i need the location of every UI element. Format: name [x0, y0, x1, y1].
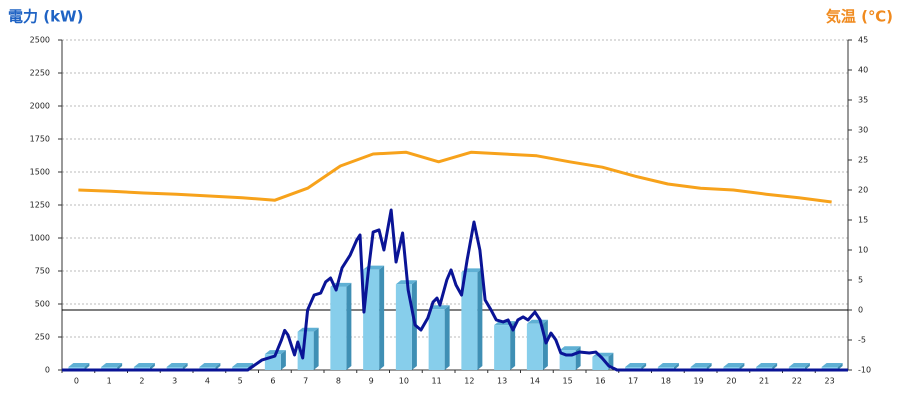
x-tick-label: 5	[238, 377, 243, 386]
x-tick-label: 10	[399, 377, 409, 386]
y2-tick-label: 40	[858, 66, 868, 75]
bar-side	[444, 305, 450, 370]
y-tick-label: 1250	[30, 201, 50, 210]
bar-top	[68, 363, 90, 367]
x-tick-label: 14	[530, 377, 540, 386]
y2-tick-label: 45	[858, 36, 868, 45]
x-tick-label: 11	[432, 377, 442, 386]
bar-top	[756, 363, 778, 367]
y2-tick-label: 10	[858, 246, 868, 255]
y2-tick-label: -5	[858, 336, 866, 345]
y-tick-label: 500	[35, 300, 50, 309]
x-tick-label: 17	[628, 377, 638, 386]
x-tick-label: 13	[497, 377, 507, 386]
y2-axis-title: 気温 (℃)	[826, 8, 893, 26]
bar-top	[526, 319, 548, 324]
x-tick-label: 3	[172, 377, 177, 386]
bar-top	[166, 363, 188, 367]
bar-top	[428, 305, 450, 310]
x-tick-label: 20	[726, 377, 736, 386]
y2-tick-label: -10	[858, 366, 871, 375]
y2-tick-label: 25	[858, 156, 868, 165]
y2-tick-label: 5	[858, 276, 863, 285]
bar-top	[723, 363, 745, 367]
x-tick-label: 1	[107, 377, 112, 386]
y2-tick-label: 35	[858, 96, 868, 105]
bar-top	[199, 363, 221, 367]
y2-tick-label: 20	[858, 186, 868, 195]
x-tick-label: 12	[464, 377, 474, 386]
x-tick-label: 22	[792, 377, 802, 386]
x-tick-label: 19	[694, 377, 704, 386]
y-tick-label: 250	[35, 333, 50, 342]
bar-top	[297, 327, 319, 332]
bar	[297, 331, 314, 370]
bar-top	[133, 363, 155, 367]
y-tick-label: 2500	[30, 36, 50, 45]
bar-side	[837, 363, 843, 370]
bar	[461, 272, 478, 370]
bar-side	[706, 363, 712, 370]
bar-side	[346, 282, 352, 370]
x-tick-label: 7	[303, 377, 308, 386]
y-tick-label: 2250	[30, 69, 50, 78]
power-line	[62, 208, 848, 372]
bar-top	[625, 363, 647, 367]
x-tick-label: 16	[595, 377, 605, 386]
y2-tick-label: 30	[858, 126, 868, 135]
bar-side	[313, 327, 319, 370]
bar	[428, 309, 445, 370]
bar-side	[149, 363, 155, 370]
bar-top	[232, 363, 254, 367]
bar-side	[215, 363, 221, 370]
y2-tick-label: 15	[858, 216, 868, 225]
y-tick-label: 1750	[30, 135, 50, 144]
x-tick-label: 15	[563, 377, 573, 386]
y-tick-label: 750	[35, 267, 50, 276]
x-tick-label: 21	[759, 377, 769, 386]
bar-side	[804, 363, 810, 370]
x-tick-label: 8	[336, 377, 341, 386]
bar-top	[690, 363, 712, 367]
bar-side	[542, 319, 548, 370]
y-tick-label: 1000	[30, 234, 50, 243]
y-tick-label: 2000	[30, 102, 50, 111]
bar-side	[510, 321, 516, 370]
x-tick-label: 18	[661, 377, 671, 386]
bar	[526, 323, 543, 370]
bar-top	[788, 363, 810, 367]
bar	[494, 325, 511, 370]
x-tick-label: 23	[825, 377, 835, 386]
bar-side	[84, 363, 90, 370]
bar-side	[673, 363, 679, 370]
bar	[330, 286, 347, 370]
bar-side	[280, 350, 286, 370]
temperature-line	[78, 150, 832, 204]
bar-side	[739, 363, 745, 370]
y2-tick-label: 0	[858, 306, 863, 315]
bar-top	[821, 363, 843, 367]
x-tick-label: 0	[74, 377, 79, 386]
x-tick-label: 2	[139, 377, 144, 386]
bar-side	[477, 268, 483, 370]
bar-top	[559, 346, 581, 351]
bar-top	[101, 363, 123, 367]
x-tick-label: 4	[205, 377, 210, 386]
bar-side	[641, 363, 647, 370]
x-tick-label: 6	[270, 377, 275, 386]
bar-side	[379, 265, 385, 370]
bar-side	[772, 363, 778, 370]
bar-side	[182, 363, 188, 370]
y-tick-label: 1500	[30, 168, 50, 177]
bar	[395, 284, 412, 370]
y-axis-title: 電力 (kW)	[8, 8, 83, 26]
x-tick-label: 9	[369, 377, 374, 386]
bar-side	[575, 346, 581, 370]
bar-top	[657, 363, 679, 367]
y-tick-label: 0	[45, 366, 50, 375]
bar-side	[117, 363, 123, 370]
